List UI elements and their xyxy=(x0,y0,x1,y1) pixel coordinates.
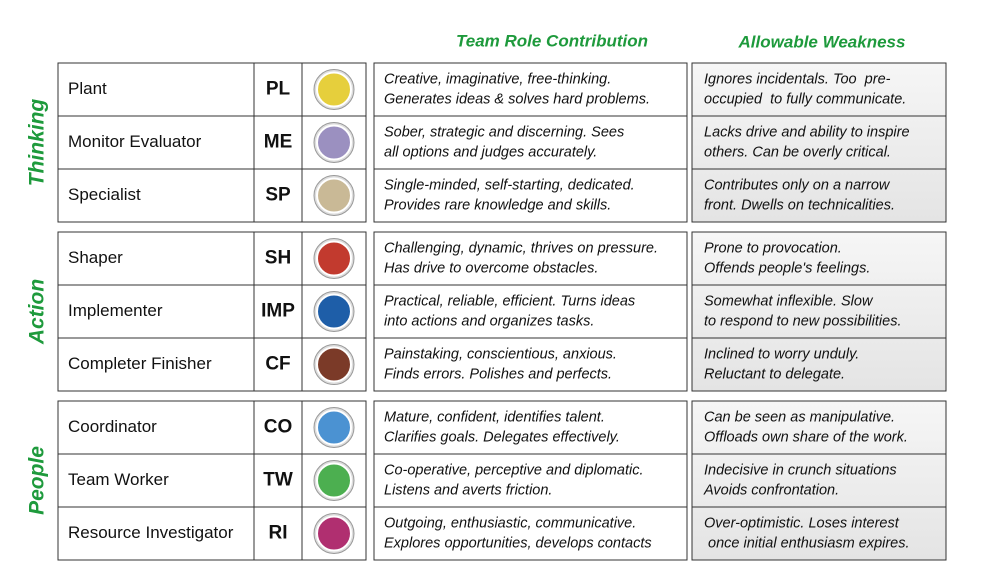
role-name: Specialist xyxy=(68,185,141,204)
role-code: IMP xyxy=(261,301,295,322)
icon xyxy=(316,71,352,108)
weakness-frame xyxy=(691,400,947,561)
icon xyxy=(316,346,352,383)
role-code: CO xyxy=(264,417,293,438)
role-name: Team Worker xyxy=(68,470,169,489)
weakness-text: Offloads own share of the work. xyxy=(704,429,908,445)
role-code: RI xyxy=(269,523,288,544)
contribution-text: Challenging, dynamic, thrives on pressur… xyxy=(384,240,658,256)
group-label: Thinking xyxy=(26,99,49,187)
contribution-text: Creative, imaginative, free-thinking. xyxy=(384,71,611,87)
contribution-text: Listens and averts friction. xyxy=(384,482,552,498)
role-name: Resource Investigator xyxy=(68,523,234,542)
weakness-text: Inclined to worry unduly. xyxy=(704,346,859,362)
weakness-header: Allowable Weakness xyxy=(738,32,906,51)
weakness-frame xyxy=(691,231,947,392)
role-code: PL xyxy=(266,79,291,100)
weakness-text: Lacks drive and ability to inspire xyxy=(704,124,910,140)
weakness-text: Over-optimistic. Loses interest xyxy=(704,515,900,531)
contribution-text: Explores opportunities, develops contact… xyxy=(384,535,652,551)
weakness-text: front. Dwells on technicalities. xyxy=(704,197,895,213)
contribution-text: Sober, strategic and discerning. Sees xyxy=(384,124,624,140)
weakness-text: Somewhat inflexible. Slow xyxy=(704,293,874,309)
contribution-text: Practical, reliable, efficient. Turns id… xyxy=(384,293,635,309)
contribution-text: into actions and organizes tasks. xyxy=(384,313,594,329)
contribution-text: Co-operative, perceptive and diplomatic. xyxy=(384,462,644,478)
weakness-text: occupied to fully communicate. xyxy=(704,91,906,107)
contribution-text: Single-minded, self-starting, dedicated. xyxy=(384,177,635,193)
icon xyxy=(316,409,352,446)
weakness-text: Can be seen as manipulative. xyxy=(704,409,895,425)
icon xyxy=(316,124,352,161)
contribution-frame xyxy=(373,62,688,223)
contribution-text: Outgoing, enthusiastic, communicative. xyxy=(384,515,636,531)
icon xyxy=(316,515,352,552)
weakness-text: Offends people's feelings. xyxy=(704,260,870,276)
weakness-frame xyxy=(691,62,947,223)
weakness-text: Prone to provocation. xyxy=(704,240,842,256)
weakness-text: Ignores incidentals. Too pre- xyxy=(704,71,891,87)
role-code: TW xyxy=(263,470,293,491)
role-code: SH xyxy=(265,248,291,269)
contribution-text: Has drive to overcome obstacles. xyxy=(384,260,598,276)
icon xyxy=(316,177,352,214)
contribution-text: Mature, confident, identifies talent. xyxy=(384,409,605,425)
role-code: ME xyxy=(264,132,293,153)
contribution-header: Team Role Contribution xyxy=(456,31,648,50)
group-label: People xyxy=(26,446,49,515)
weakness-text: Avoids confrontation. xyxy=(703,482,839,498)
contribution-text: Clarifies goals. Delegates effectively. xyxy=(384,429,620,445)
group-label: Action xyxy=(26,279,49,345)
weakness-text: once initial enthusiasm expires. xyxy=(704,535,910,551)
role-code: SP xyxy=(265,185,291,206)
role-code: CF xyxy=(265,354,290,375)
contribution-text: all options and judges accurately. xyxy=(384,144,597,160)
contribution-frame xyxy=(373,400,688,561)
weakness-text: Contributes only on a narrow xyxy=(704,177,891,193)
weakness-text: others. Can be overly critical. xyxy=(704,144,891,160)
contribution-text: Painstaking, conscientious, anxious. xyxy=(384,346,617,362)
weakness-text: Reluctant to delegate. xyxy=(704,366,845,382)
weakness-text: to respond to new possibilities. xyxy=(704,313,901,329)
contribution-frame xyxy=(373,231,688,392)
icon xyxy=(316,462,352,499)
role-name: Plant xyxy=(68,79,107,98)
weakness-text: Indecisive in crunch situations xyxy=(704,462,897,478)
icon xyxy=(316,293,352,330)
icon xyxy=(316,240,352,277)
contribution-text: Generates ideas & solves hard problems. xyxy=(384,91,650,107)
role-name: Completer Finisher xyxy=(68,354,212,373)
role-name: Implementer xyxy=(68,301,163,320)
contribution-text: Provides rare knowledge and skills. xyxy=(384,197,611,213)
role-name: Shaper xyxy=(68,248,123,267)
role-name: Monitor Evaluator xyxy=(68,132,202,151)
role-name: Coordinator xyxy=(68,417,157,436)
contribution-text: Finds errors. Polishes and perfects. xyxy=(384,366,612,382)
